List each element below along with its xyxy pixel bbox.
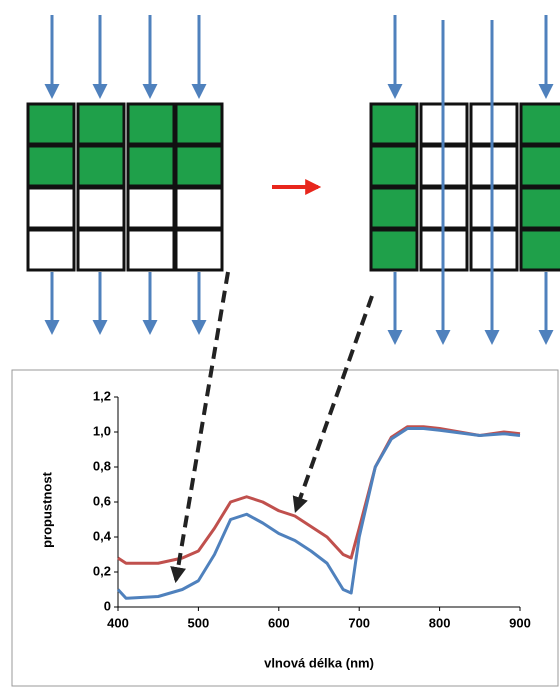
series-line [117, 425, 521, 565]
cell [126, 102, 176, 146]
x-tick-label: 900 [509, 615, 531, 630]
y-tick-label: 0,4 [93, 528, 112, 543]
cell [369, 102, 419, 146]
x-tick-label: 700 [348, 615, 370, 630]
dashed-arrow [170, 271, 230, 584]
cell [126, 228, 176, 272]
cell [26, 186, 76, 230]
diagram [26, 15, 560, 345]
cell [369, 228, 419, 272]
cell [469, 228, 519, 272]
cell [126, 186, 176, 230]
cell [174, 102, 224, 146]
cell [174, 186, 224, 230]
cell [26, 144, 76, 188]
x-tick-label: 600 [268, 615, 290, 630]
x-axis-label: vlnová délka (nm) [264, 655, 374, 670]
y-tick-label: 1,0 [93, 423, 111, 438]
cell [26, 228, 76, 272]
cell [469, 186, 519, 230]
y-tick-label: 0 [104, 598, 111, 613]
cell [174, 144, 224, 188]
series-line [116, 427, 521, 600]
cell [76, 102, 126, 146]
cell [76, 228, 126, 272]
y-tick-label: 0,6 [93, 493, 111, 508]
x-tick-label: 400 [107, 615, 129, 630]
cell [369, 186, 419, 230]
cell [76, 144, 126, 188]
y-tick-label: 0,2 [93, 563, 111, 578]
x-tick-label: 800 [429, 615, 451, 630]
cell [469, 144, 519, 188]
chart-frame [11, 369, 559, 687]
cell [174, 228, 224, 272]
cell [519, 228, 560, 272]
cell [519, 144, 560, 188]
cell [76, 186, 126, 230]
y-tick-label: 1,2 [93, 388, 111, 403]
cell [519, 102, 560, 146]
y-axis-label: propustnost [39, 471, 54, 547]
chart: 0 0,2 0,4 0,6 0,8 1,0 1,2 400 500 600 700 800 900 [93, 388, 531, 630]
cell [26, 102, 76, 146]
cell [126, 144, 176, 188]
y-tick-label: 0,8 [93, 458, 111, 473]
x-tick-label: 500 [188, 615, 210, 630]
cell [369, 144, 419, 188]
cell [469, 102, 519, 146]
cell [519, 186, 560, 230]
